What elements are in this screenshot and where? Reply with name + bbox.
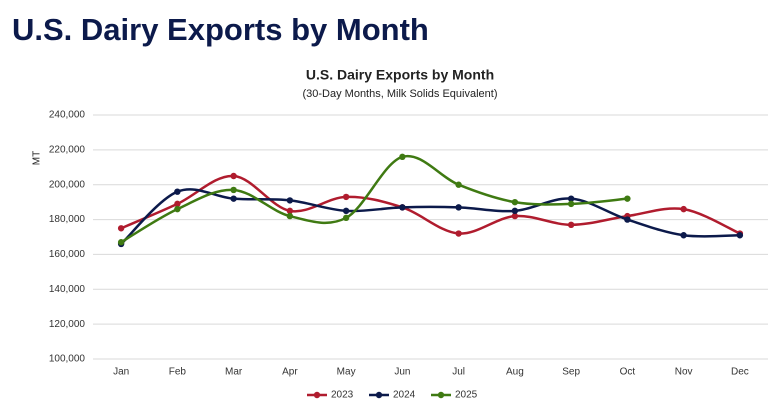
data-point [342,207,350,215]
y-tick-label: 140,000 [49,284,86,295]
data-point [567,221,575,228]
data-point [342,214,350,222]
data-point [680,232,687,239]
x-tick-label: Jun [394,367,410,378]
x-tick-label: Aug [506,367,524,378]
data-point [511,207,519,215]
data-point [511,198,519,206]
data-point [230,186,237,194]
x-tick-label: Jul [452,367,465,378]
data-point [286,197,294,204]
data-point [174,200,181,208]
data-point [230,195,237,202]
x-tick-label: Nov [675,367,693,378]
y-tick-label: 220,000 [49,144,86,155]
data-point [455,181,462,188]
x-tick-label: Apr [282,367,298,378]
data-point [624,216,631,223]
data-point [680,205,687,213]
data-point [399,204,406,211]
legend-label: 2023 [331,390,354,401]
chart-title: U.S. Dairy Exports by Month [306,67,494,83]
data-point [567,200,575,208]
page-title: U.S. Dairy Exports by Month [12,12,429,47]
data-point [174,188,181,195]
y-tick-label: 120,000 [49,319,86,330]
y-tick-label: 240,000 [49,110,86,121]
x-tick-label: Oct [620,367,636,378]
data-point [455,204,462,211]
legend-marker [437,391,445,399]
y-tick-label: 180,000 [49,214,86,225]
series-line [120,188,740,245]
data-point [624,195,631,202]
legend-label: 2025 [455,390,478,401]
y-tick-label: 100,000 [49,354,86,365]
legend-marker [375,391,383,399]
x-tick-label: May [337,367,356,378]
data-point [736,232,744,239]
data-point [399,153,406,161]
x-tick-label: Mar [225,367,243,378]
y-axis-label: MT [32,151,43,165]
legend-label: 2024 [393,390,416,401]
x-tick-label: Jan [113,367,129,378]
chart-subtitle: (30-Day Months, Milk Solids Equivalent) [302,88,497,100]
data-point [286,207,294,215]
data-point [567,195,575,202]
x-tick-label: Sep [562,367,580,378]
data-point [455,230,462,237]
x-tick-label: Feb [169,367,187,378]
y-tick-label: 160,000 [49,249,86,260]
y-tick-label: 200,000 [49,179,86,190]
data-point [117,225,125,232]
data-point [511,212,519,220]
series-line [120,154,628,244]
data-point [286,212,294,220]
data-point [342,193,350,201]
data-point [117,239,125,246]
data-point [230,172,237,180]
legend-marker [313,391,321,399]
x-tick-label: Dec [731,367,749,378]
data-point [174,205,181,213]
